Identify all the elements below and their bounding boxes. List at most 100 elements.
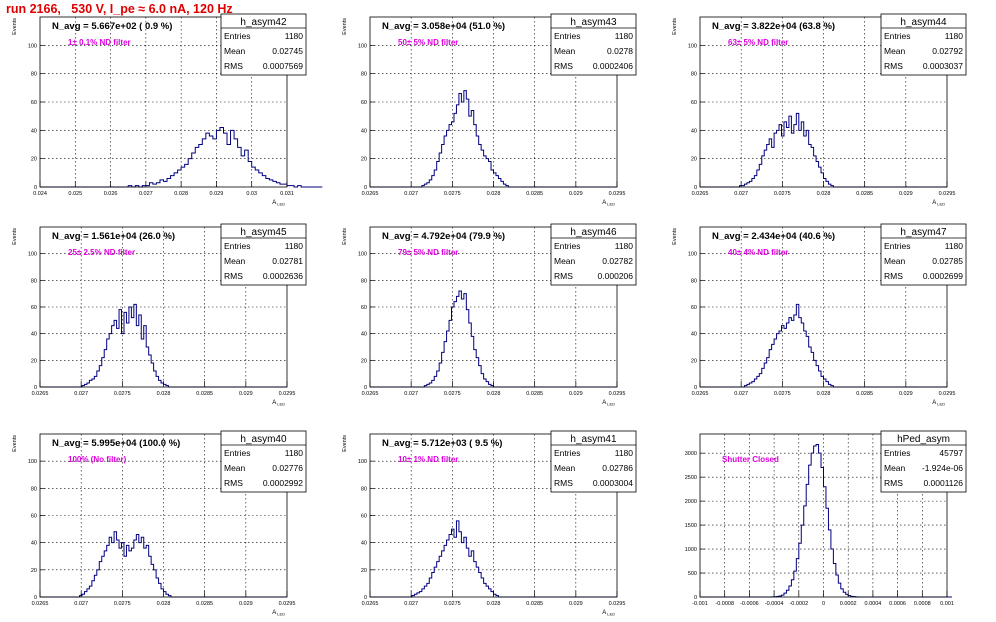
- stats-value-rms: 0.0002699: [923, 271, 963, 281]
- stats-label-rms: RMS: [884, 61, 903, 71]
- y-tick-label: 500: [688, 571, 697, 577]
- histogram-panel-h_asym47: 0 20 40 60 80 100 0.0265 0.027 0.0275 0.028 0.0285…: [672, 223, 967, 407]
- x-tick-label: -0.0002: [789, 601, 808, 607]
- x-axis-label-sub: LED: [607, 202, 615, 207]
- x-tick-label: 0.0285: [856, 191, 873, 197]
- x-axis-label: ALED: [272, 610, 285, 617]
- stats-label-rms: RMS: [554, 61, 573, 71]
- x-tick-label: 0.0265: [362, 601, 379, 607]
- stats-value-mean: 0.02782: [602, 256, 633, 266]
- y-tick-label: 100: [28, 43, 37, 49]
- histogram-panel-h_asym42: 0 20 40 60 80 100 0.024 0.025 0.026 0.027 0.028 0.0…: [12, 13, 323, 207]
- x-tick-label: 0.0295: [279, 601, 296, 607]
- y-tick-label: 80: [31, 72, 37, 78]
- stats-label-rms: RMS: [224, 478, 243, 488]
- y-tick-label: 100: [688, 252, 697, 258]
- x-tick-label: 0.0008: [914, 601, 931, 607]
- y-tick-label: 100: [688, 43, 697, 49]
- y-axis-label: Events: [342, 228, 348, 245]
- y-tick-label: 20: [31, 358, 37, 364]
- y-axis-label: Events: [342, 435, 348, 452]
- x-tick-label: 0.0275: [444, 601, 461, 607]
- stats-label-mean: Mean: [554, 46, 576, 56]
- x-tick-label: -0.001: [692, 601, 708, 607]
- x-axis-label-main: A: [602, 400, 606, 406]
- x-tick-label: 0.028: [487, 601, 501, 607]
- x-tick-label: 0.0295: [609, 601, 626, 607]
- x-axis-label-main: A: [932, 200, 936, 206]
- x-axis-label-sub: LED: [277, 202, 285, 207]
- x-tick-label: 0.024: [33, 191, 47, 197]
- x-tick-label: 0.0265: [362, 391, 379, 397]
- stats-value-entries: 1180: [285, 448, 304, 458]
- stats-label-rms: RMS: [884, 271, 903, 281]
- x-tick-label: 0.0285: [526, 191, 543, 197]
- stats-label-mean: Mean: [224, 46, 246, 56]
- y-tick-label: 80: [361, 486, 367, 492]
- filter-annotation: 79± 5% ND filter: [398, 248, 458, 257]
- stats-value-mean: 0.02776: [272, 463, 303, 473]
- x-tick-label: 0.0004: [864, 601, 881, 607]
- y-tick-label: 80: [361, 72, 367, 78]
- y-tick-label: 3000: [685, 451, 697, 457]
- y-tick-label: 20: [361, 568, 367, 574]
- y-tick-label: 40: [361, 541, 367, 547]
- stats-value-entries: 1180: [285, 31, 304, 41]
- x-tick-label: 0: [822, 601, 825, 607]
- x-axis-label: ALED: [602, 400, 615, 407]
- stats-label-entries: Entries: [224, 448, 250, 458]
- stats-label-entries: Entries: [554, 448, 580, 458]
- stats-label-entries: Entries: [224, 241, 250, 251]
- x-tick-label: 0.026: [104, 191, 118, 197]
- x-tick-label: 0.0275: [444, 191, 461, 197]
- x-tick-label: 0.0265: [362, 191, 379, 197]
- x-tick-label: 0.029: [569, 601, 583, 607]
- stats-value-mean: -1.924e-06: [922, 463, 963, 473]
- x-tick-label: 0.0275: [114, 601, 131, 607]
- x-axis-label: ALED: [602, 200, 615, 207]
- stats-value-rms: 0.000206: [598, 271, 634, 281]
- x-axis-label-main: A: [272, 200, 276, 206]
- y-tick-label: 60: [361, 100, 367, 106]
- y-tick-label: 20: [361, 157, 367, 163]
- x-axis-label-sub: LED: [277, 402, 285, 407]
- x-axis-label-main: A: [932, 400, 936, 406]
- y-tick-label: 60: [31, 100, 37, 106]
- stats-value-entries: 1180: [945, 31, 964, 41]
- x-tick-label: 0.0275: [114, 391, 131, 397]
- x-axis-label: ALED: [272, 200, 285, 207]
- x-tick-label: 0.03: [246, 191, 257, 197]
- x-tick-label: 0.0275: [774, 391, 791, 397]
- y-tick-label: 20: [31, 157, 37, 163]
- y-tick-label: 100: [28, 459, 37, 465]
- y-tick-label: 80: [31, 486, 37, 492]
- y-tick-label: 0: [34, 185, 37, 191]
- y-tick-label: 60: [361, 514, 367, 520]
- y-tick-label: 100: [358, 252, 367, 258]
- y-axis-label: Events: [12, 18, 18, 35]
- x-tick-label: 0.027: [404, 191, 418, 197]
- stats-label-entries: Entries: [554, 31, 580, 41]
- x-tick-label: 0.0295: [939, 191, 956, 197]
- filter-annotation: 10± 1% ND filter: [398, 455, 458, 464]
- y-tick-label: 0: [34, 595, 37, 601]
- x-tick-label: 0.027: [734, 191, 748, 197]
- y-axis-label: Events: [12, 435, 18, 452]
- stats-value-entries: 1180: [615, 241, 634, 251]
- y-tick-label: 0: [364, 185, 367, 191]
- y-tick-label: 2000: [685, 499, 697, 505]
- stats-label-mean: Mean: [554, 256, 576, 266]
- stats-label-mean: Mean: [224, 463, 246, 473]
- histogram-panel-h_asym43: 0 20 40 60 80 100 0.0265 0.027 0.0275 0.028 0.0285…: [342, 13, 637, 207]
- x-tick-label: 0.027: [74, 391, 88, 397]
- y-tick-label: 40: [691, 332, 697, 338]
- y-tick-label: 0: [364, 385, 367, 391]
- stats-label-mean: Mean: [884, 463, 906, 473]
- x-tick-label: 0.028: [487, 191, 501, 197]
- histogram-name: h_asym40: [240, 434, 287, 445]
- stats-value-mean: 0.0278: [607, 46, 633, 56]
- x-tick-label: 0.0265: [32, 391, 49, 397]
- x-tick-label: 0.027: [734, 391, 748, 397]
- x-axis-label-sub: LED: [937, 402, 945, 407]
